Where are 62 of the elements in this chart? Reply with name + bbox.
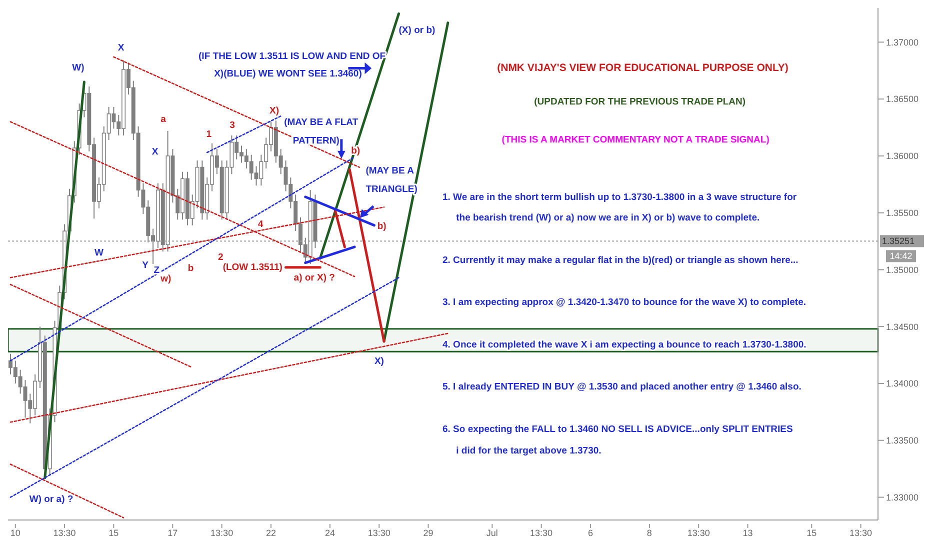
annotation: 3 (230, 120, 235, 132)
annotation: 2 (218, 252, 224, 264)
annotation: X)(BLUE) WE WONT SEE 1.3460) (214, 68, 362, 80)
annotation: (THIS IS A MARKET COMMENTARY NOT A TRADE SIGNAL) (502, 134, 770, 146)
x-tick-label: 13:30 (210, 528, 234, 538)
x-tick-label: 13:30 (850, 528, 872, 538)
x-tick-label: 15 (108, 528, 119, 538)
x-tick-label: 13:30 (368, 528, 390, 538)
x-tick-label: 10 (10, 528, 20, 538)
annotation: (X) or b) (398, 24, 436, 36)
y-tick-label: 1.34000 (886, 378, 919, 389)
x-tick-label: Jul (486, 528, 498, 538)
x-tick-label: 17 (168, 528, 178, 538)
annotation: (MAY BE A FLAT (284, 117, 358, 128)
annotation: X) (269, 105, 279, 116)
annotation: a) or X) ? (294, 272, 336, 284)
annotation: Z (154, 264, 160, 276)
annotation: 1 (206, 128, 212, 140)
annotation: 6. So expecting the FALL to 1.3460 NO SELL IS ADVICE...only SPLIT ENTRIES (442, 424, 793, 436)
annotation: X (118, 42, 125, 54)
annotation: b (188, 262, 194, 274)
y-tick-label: 1.33500 (886, 436, 919, 446)
annotation: i did for the target above 1.3730. (456, 446, 602, 457)
y-tick-label: 1.35000 (886, 264, 919, 275)
x-tick-label: 13:30 (530, 528, 553, 538)
x-tick-label: 13:30 (53, 528, 76, 538)
x-tick-label: 22 (266, 528, 276, 538)
annotation: 1. We are in the short term bullish up to 1.3730-1.3800 in a 3 wave structure for (442, 192, 797, 203)
annotation: 4. Once it completed the wave X i am expecting a bounce to reach 1.3730-1.3800. (442, 340, 806, 351)
annotation: (LOW 1.3511) (222, 262, 282, 273)
annotation: W (94, 247, 104, 258)
x-tick-label: 13 (742, 528, 753, 538)
annotation: 4 (258, 219, 264, 230)
annotation: b) (377, 221, 386, 232)
text: (NMK VIJAY'S VIEW FOR EDUCATIONAL PURPOSE ONLY) (497, 62, 788, 74)
text: (UPDATED FOR THE PREVIOUS TRADE PLAN) (534, 96, 746, 108)
y-tick-label: 1.35500 (886, 208, 919, 218)
annotation: 3. I am expecting approx @ 1.3420-1.3470 to bounce for the wave X) to complete. (442, 296, 806, 308)
annotation: (MAY BE A (366, 166, 414, 177)
annotation: a (160, 114, 167, 126)
x-tick-label: 15 (806, 528, 817, 538)
annotation: X (152, 146, 159, 158)
annotation: 2. Currently it may make a regular flat in the b)(red) or triangle as shown here... (442, 255, 798, 266)
annotation: Y (142, 260, 150, 271)
x-tick-label: 24 (324, 528, 335, 538)
x-tick-label: 6 (588, 528, 593, 538)
y-tick-label: 1.33000 (886, 492, 919, 502)
x-tick-label: 8 (646, 528, 652, 538)
ref-line-label: 1.35251 (882, 236, 915, 246)
y-tick-label: 1.36500 (886, 94, 919, 104)
annotation: W) or a) ? (29, 494, 74, 506)
annotation: w) (160, 274, 172, 285)
annotation: 5. I already ENTERED IN BUY @ 1.3530 and placed another entry @ 1.3460 also. (442, 381, 802, 392)
x-tick-label: 29 (423, 528, 434, 538)
annotation: W) (72, 62, 84, 74)
annotation: X) (374, 356, 384, 368)
annotation: the bearish trend (W) or a) now we are in X) or b) wave to complete. (456, 212, 760, 224)
y-tick-label: 1.34500 (886, 322, 919, 332)
text: 14:42 (890, 251, 912, 262)
y-tick-label: 1.36000 (886, 151, 919, 162)
y-tick-label: 1.37000 (886, 37, 919, 48)
x-tick-label: 13:30 (687, 528, 710, 538)
